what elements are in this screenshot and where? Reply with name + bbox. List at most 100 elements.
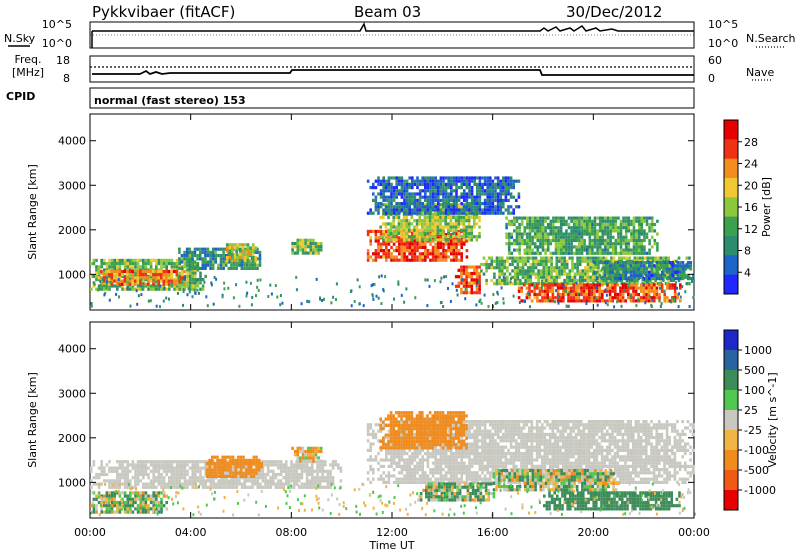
data-cell	[436, 225, 440, 229]
data-cell	[392, 225, 395, 229]
data-cell	[231, 458, 235, 462]
data-cell	[408, 245, 411, 249]
data-cell	[650, 289, 653, 293]
data-cell	[431, 252, 435, 256]
data-cell	[261, 469, 265, 473]
data-cell	[274, 476, 278, 480]
data-cell	[502, 182, 505, 186]
data-cell	[168, 262, 171, 266]
data-cell	[183, 265, 187, 269]
data-cell	[465, 281, 468, 285]
data-cell	[629, 294, 632, 298]
data-cell	[211, 471, 214, 475]
data-cell	[562, 251, 566, 255]
data-cell	[569, 296, 573, 300]
data-cell	[447, 192, 450, 196]
data-cell	[290, 469, 293, 473]
data-cell	[402, 238, 406, 242]
data-cell	[580, 238, 584, 243]
data-cell	[282, 482, 285, 486]
data-cell	[632, 245, 636, 249]
data-cell	[558, 272, 561, 276]
data-cell	[246, 259, 250, 263]
data-cell	[645, 283, 648, 287]
data-cell	[643, 235, 646, 239]
data-cell	[319, 297, 322, 301]
data-cell	[621, 270, 625, 274]
data-cell	[429, 189, 432, 193]
data-cell	[221, 462, 224, 466]
data-cell	[249, 252, 252, 256]
data-cell	[160, 265, 163, 269]
data-cell	[118, 479, 122, 483]
data-cell	[405, 235, 408, 239]
data-cell	[447, 182, 450, 186]
data-cell	[152, 282, 155, 286]
data-cell	[542, 259, 546, 263]
data-cell	[485, 278, 488, 283]
data-cell	[238, 243, 242, 247]
data-cell	[593, 222, 597, 227]
data-cell	[619, 299, 622, 303]
data-cell	[296, 248, 300, 252]
data-cell	[129, 304, 132, 308]
data-cell	[306, 299, 309, 303]
data-cell	[473, 291, 476, 295]
data-cell	[508, 282, 512, 286]
data-cell	[444, 233, 448, 237]
data-cell	[580, 292, 583, 297]
data-cell	[205, 295, 208, 299]
data-cell	[157, 273, 160, 277]
data-cell	[576, 259, 579, 263]
data-cell	[191, 460, 194, 464]
data-cell	[313, 476, 317, 480]
data-cell	[595, 286, 598, 290]
data-cell	[222, 250, 225, 254]
data-cell	[256, 257, 259, 261]
data-cell	[578, 235, 581, 239]
data-cell	[405, 238, 408, 242]
data-cell	[528, 242, 532, 246]
data-cell	[165, 460, 168, 464]
data-cell	[397, 231, 401, 236]
data-cell	[390, 208, 393, 212]
data-cell	[493, 282, 496, 286]
data-cell	[580, 289, 583, 293]
data-cell	[405, 215, 408, 220]
data-cell	[586, 266, 590, 270]
data-cell	[584, 266, 587, 270]
data-cell	[439, 255, 443, 259]
data-cell	[374, 233, 378, 237]
data-cell	[447, 245, 450, 249]
data-cell	[413, 245, 417, 249]
data-cell	[234, 471, 237, 475]
data-cell	[118, 500, 122, 505]
data-cell	[212, 485, 215, 489]
data-cell	[544, 216, 547, 220]
data-cell	[536, 248, 540, 252]
data-cell	[398, 202, 401, 206]
data-cell	[689, 264, 693, 268]
data-cell	[261, 472, 265, 477]
data-cell	[513, 272, 517, 276]
data-cell	[653, 299, 656, 303]
data-cell	[546, 232, 550, 236]
data-cell	[578, 272, 582, 276]
data-cell	[467, 228, 471, 232]
data-cell	[517, 195, 521, 199]
data-cell	[546, 245, 550, 249]
data-cell	[418, 182, 422, 186]
data-cell	[449, 222, 453, 226]
data-cell	[229, 471, 232, 475]
data-cell	[117, 278, 120, 281]
data-cell	[502, 198, 505, 202]
data-cell	[632, 261, 635, 265]
data-cell	[252, 468, 256, 472]
data-cell	[487, 304, 490, 308]
data-cell	[627, 270, 630, 274]
data-cell	[671, 296, 674, 300]
data-cell	[491, 179, 495, 183]
data-cell	[634, 273, 638, 277]
data-cell	[392, 249, 396, 253]
data-cell	[97, 268, 101, 272]
